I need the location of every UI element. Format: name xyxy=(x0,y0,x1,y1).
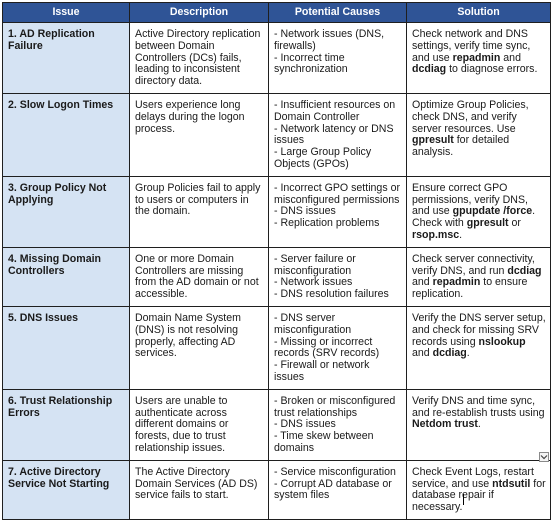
table-row: 2. Slow Logon Times Users experience long… xyxy=(2,92,551,177)
issue-cell[interactable]: 6. Trust Relationship Errors xyxy=(2,388,130,461)
causes-cell[interactable]: - Network issues (DNS, firewalls) - Incor… xyxy=(268,22,407,94)
causes-cell[interactable]: - Incorrect GPO settings or misconfigure… xyxy=(268,175,407,248)
cause-item: - Network latency or DNS issues xyxy=(274,122,394,147)
solution-text: . xyxy=(466,347,470,360)
command-text: Netdom trust xyxy=(412,418,478,431)
solution-text: Check network and DNS settings, verify t… xyxy=(412,28,531,64)
command-text: nslookup xyxy=(478,335,526,348)
solution-text: . xyxy=(459,228,463,241)
cause-item: - Time skew between domains xyxy=(274,430,374,454)
cause-item: - DNS server misconfiguration xyxy=(274,311,352,336)
issue-cell[interactable]: 1. AD Replication Failure xyxy=(2,22,130,94)
description-cell[interactable]: The Active Directory Domain Services (AD… xyxy=(129,459,269,520)
cause-item: - Broken or misconfigured trust relation… xyxy=(274,394,396,419)
table-row: 6. Trust Relationship Errors Users are un… xyxy=(2,388,551,461)
cause-item: - Insufficient resources on Domain Contr… xyxy=(274,98,396,123)
solution-cell[interactable]: Optimize Group Policies, check DNS, and … xyxy=(406,92,551,177)
table-row: 4. Missing Domain Controllers One or more… xyxy=(2,246,551,307)
solution-text: Ensure correct GPO permissions, verify D… xyxy=(412,181,528,218)
cause-item: - Incorrect GPO settings or misconfigure… xyxy=(274,181,400,206)
issue-cell[interactable]: 2. Slow Logon Times xyxy=(2,92,130,177)
solution-text: and xyxy=(412,276,433,289)
cause-item: - Corrupt AD database or system files xyxy=(274,477,392,502)
description-cell[interactable]: Users experience long delays during the … xyxy=(129,92,269,177)
description-cell[interactable]: Domain Name System (DNS) is not resolvin… xyxy=(129,305,269,390)
command-text: gpupdate /force xyxy=(452,205,533,218)
solution-cell[interactable]: Check network and DNS settings, verify t… xyxy=(406,22,551,94)
description-cell[interactable]: Group Policies fail to apply to users or… xyxy=(129,175,269,248)
issue-cell[interactable]: 5. DNS Issues xyxy=(2,305,130,390)
header-potential-causes: Potential Causes xyxy=(268,2,407,23)
cause-item: - Network issues (DNS, firewalls) xyxy=(274,28,385,52)
cause-item: - Incorrect time synchronization xyxy=(274,51,348,76)
command-text: ntdsutil xyxy=(492,477,531,490)
causes-cell[interactable]: - Broken or misconfigured trust relation… xyxy=(268,388,407,461)
header-issue: Issue xyxy=(2,2,130,23)
table-row: 1. AD Replication Failure Active Director… xyxy=(2,22,551,94)
cause-item: - Large Group Policy Objects (GPOs) xyxy=(274,146,372,170)
solution-cell[interactable]: Ensure correct GPO permissions, verify D… xyxy=(406,175,551,248)
command-text: rsop.msc xyxy=(412,228,460,241)
solution-text: Verify the DNS server setup, and check f… xyxy=(412,311,546,348)
solution-text: or xyxy=(508,217,521,230)
header-description: Description xyxy=(129,2,269,23)
command-text: gpresult xyxy=(466,217,509,230)
causes-cell[interactable]: - Insufficient resources on Domain Contr… xyxy=(268,92,407,177)
solution-cell[interactable]: Check Event Logs, restart service, and u… xyxy=(406,459,551,520)
cause-item: - Firewall or network issues xyxy=(274,359,370,383)
command-text: dcdiag xyxy=(432,347,467,360)
solution-text: to ensure replication. xyxy=(412,276,528,301)
cause-item: - Replication problems xyxy=(274,217,380,230)
solution-text: and xyxy=(412,347,433,360)
description-cell[interactable]: Users are unable to authenticate across … xyxy=(129,388,269,461)
solution-text: . xyxy=(477,418,481,431)
cause-item: - DNS issues xyxy=(274,418,336,431)
table-row: 3. Group Policy Not Applying Group Polici… xyxy=(2,175,551,248)
issue-cell[interactable]: 4. Missing Domain Controllers xyxy=(2,246,130,307)
issue-cell[interactable]: 3. Group Policy Not Applying xyxy=(2,175,130,248)
solution-cell[interactable]: Verify DNS and time sync, and re-establi… xyxy=(406,388,551,461)
cause-item: - DNS issues xyxy=(274,205,336,218)
solution-text: Optimize Group Policies, check DNS, and … xyxy=(412,98,529,135)
command-text: dcdiag xyxy=(412,63,447,76)
solution-text: for database repair if necessary. xyxy=(412,477,546,514)
solution-cell[interactable]: Check server connectivity, verify DNS, a… xyxy=(406,246,551,307)
chevron-down-icon xyxy=(540,455,548,460)
description-cell[interactable]: One or more Domain Controllers are missi… xyxy=(129,246,269,307)
text-cursor xyxy=(463,494,464,505)
command-text: dcdiag xyxy=(507,264,542,277)
description-cell[interactable]: Active Directory replication between Dom… xyxy=(129,22,269,94)
solution-text: Check server connectivity, verify DNS, a… xyxy=(412,252,535,277)
solution-text: for detailed analysis. xyxy=(412,134,510,159)
command-text: repadmin xyxy=(432,276,481,289)
solution-text: and xyxy=(500,51,521,64)
cause-item: - DNS resolution failures xyxy=(274,288,389,301)
issue-cell[interactable]: 7. Active Directory Service Not Starting xyxy=(2,459,130,520)
header-row: Issue Description Potential Causes Solut… xyxy=(2,2,551,23)
solution-text: . Check with xyxy=(412,205,536,230)
table-row: 5. DNS Issues Domain Name System (DNS) is… xyxy=(2,305,551,390)
solution-text: Verify DNS and time sync, and re-establi… xyxy=(412,394,545,419)
table-row: 7. Active Directory Service Not Starting… xyxy=(2,459,551,520)
solution-text: Check Event Logs, restart service, and u… xyxy=(412,465,534,490)
causes-cell[interactable]: - Server failure or misconfiguration - Ne… xyxy=(268,246,407,307)
cause-item: - Missing or incorrect records (SRV reco… xyxy=(274,335,380,360)
causes-cell[interactable]: - DNS server misconfiguration - Missing o… xyxy=(268,305,407,390)
command-text: gpresult xyxy=(412,134,454,147)
causes-cell[interactable]: - Service misconfiguration - Corrupt AD d… xyxy=(268,459,407,520)
command-text: repadmin xyxy=(452,51,501,64)
header-solution: Solution xyxy=(406,2,551,23)
cause-item: - Server failure or misconfiguration xyxy=(274,252,356,277)
solution-cell[interactable]: Verify the DNS server setup, and check f… xyxy=(406,305,551,390)
solution-text: to diagnose errors. xyxy=(446,63,538,76)
cause-item: - Network issues xyxy=(274,276,353,289)
cause-item: - Service misconfiguration xyxy=(274,465,396,478)
table-options-button[interactable] xyxy=(539,452,549,462)
